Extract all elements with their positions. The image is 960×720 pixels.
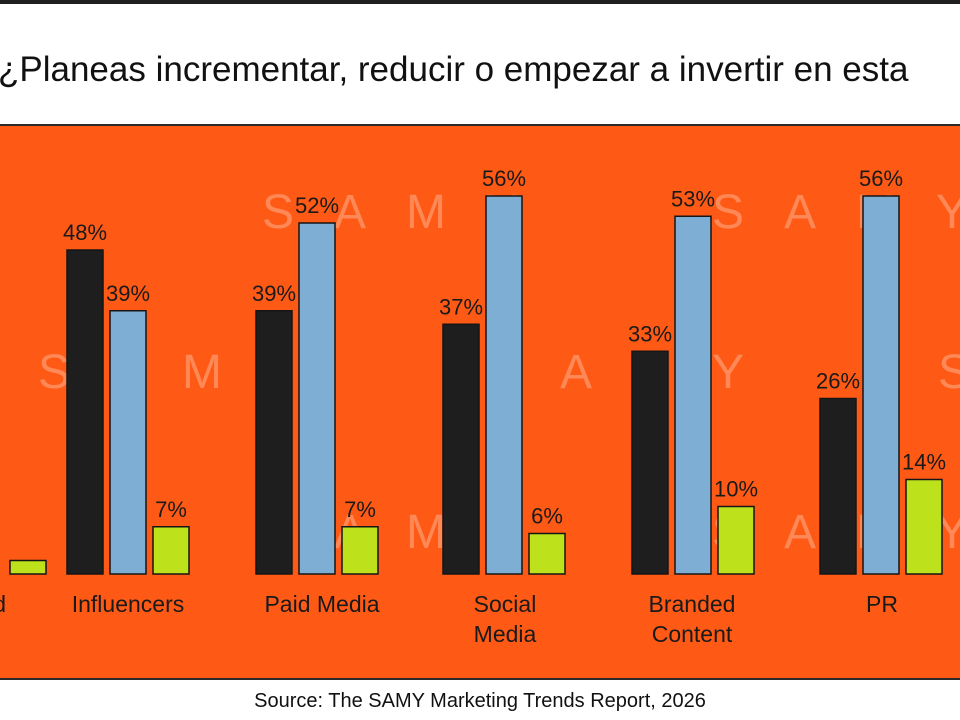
data-label: 53% — [671, 186, 715, 211]
bar — [255, 310, 293, 575]
chart-panel: SAMYSAMYSAMYSAMYSAMYSAMYSAMY48%39%37%33%… — [0, 124, 960, 680]
data-label: 56% — [482, 166, 526, 191]
data-label: 37% — [439, 294, 483, 319]
bar — [66, 249, 104, 575]
bar — [485, 195, 523, 575]
category-label: PR — [866, 591, 898, 617]
bar — [152, 526, 190, 575]
bar — [674, 215, 712, 575]
category-label: Paid Media — [264, 591, 379, 617]
bar-chart: SAMYSAMYSAMYSAMYSAMYSAMYSAMY48%39%37%33%… — [0, 166, 960, 647]
bar — [905, 478, 943, 575]
data-label: 6% — [531, 504, 563, 529]
data-label: 14% — [902, 450, 946, 475]
data-label: 48% — [63, 220, 107, 245]
data-label: 39% — [252, 281, 296, 306]
source-note: Source: The SAMY Marketing Trends Report… — [254, 690, 706, 712]
data-label: 39% — [106, 281, 150, 306]
bar — [9, 559, 47, 575]
category-label: Content — [652, 621, 733, 647]
watermark-text: SAMY — [712, 186, 960, 239]
bar — [442, 323, 480, 575]
data-label: 7% — [155, 497, 187, 522]
bar — [717, 505, 755, 575]
data-label: 10% — [714, 477, 758, 502]
category-label: d — [0, 591, 6, 617]
data-label: 56% — [859, 166, 903, 191]
bar — [109, 310, 147, 575]
data-label: 26% — [816, 369, 860, 394]
bar — [528, 532, 566, 575]
bar — [631, 350, 669, 575]
bar — [341, 526, 379, 575]
watermark-text: SAMY — [938, 346, 960, 399]
bar — [862, 195, 900, 575]
data-label: 52% — [295, 193, 339, 218]
data-label: 7% — [344, 497, 376, 522]
bar — [819, 397, 857, 575]
category-label: Influencers — [72, 591, 185, 617]
category-label: Media — [474, 621, 537, 647]
chart-title: ¿Planeas incrementar, reducir o empezar … — [0, 50, 909, 89]
top-rule — [0, 0, 960, 4]
category-label: Branded — [649, 591, 736, 617]
category-label: Social — [474, 591, 537, 617]
bar — [298, 222, 336, 575]
data-label: 33% — [628, 321, 672, 346]
